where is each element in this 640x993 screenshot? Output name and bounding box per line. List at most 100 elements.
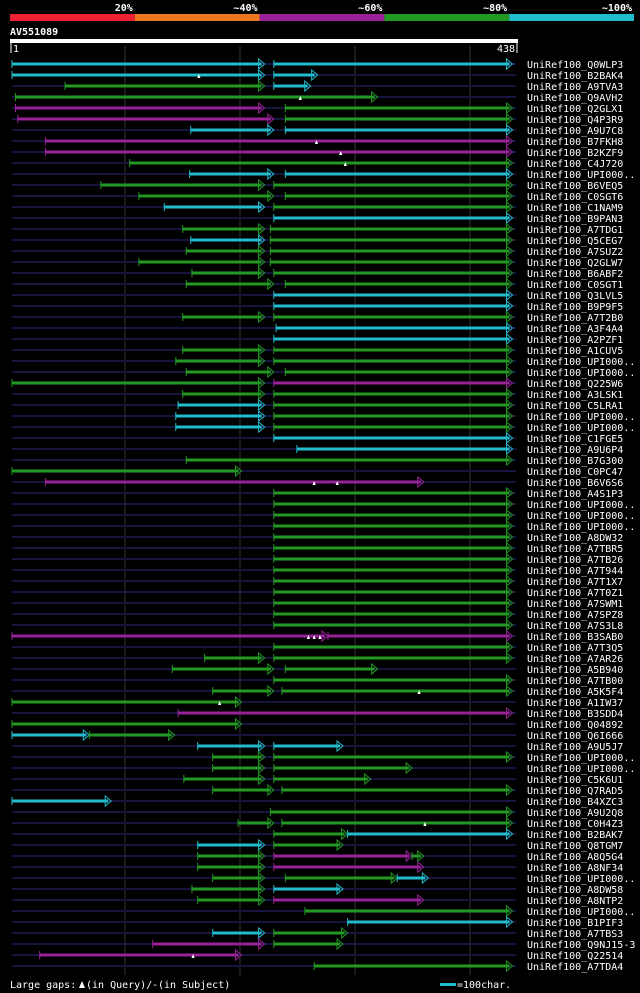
hit-label: UniRef100_B7G300: [527, 456, 623, 467]
hit-label: UniRef100_UPI000..: [527, 423, 635, 434]
hit-segment-arrow: [405, 761, 413, 775]
hit-segment-arrow: [506, 453, 514, 467]
hit-segment: [182, 348, 262, 352]
hit-segment-arrow: [506, 134, 514, 148]
hit-segment: [45, 139, 510, 143]
hit-label: UniRef100_C5K6U1: [527, 775, 623, 786]
hit-row: UniRef100_C0PC47: [11, 464, 623, 478]
hit-segment-arrow: [311, 68, 319, 82]
hit-segment: [397, 876, 426, 880]
hit-row: UniRef100_Q3LVL5: [12, 288, 623, 302]
hit-segment: [285, 194, 510, 198]
hit-row: UniRef100_UPI000..: [12, 761, 635, 775]
hit-segment-arrow: [506, 497, 514, 511]
hit-row: UniRef100_A1CUV5: [12, 343, 623, 357]
hit-label: UniRef100_A7T944: [527, 566, 623, 577]
hit-segment: [15, 95, 375, 99]
hit-segment: [281, 689, 510, 693]
hit-segment-arrow: [506, 827, 514, 841]
hit-label: UniRef100_UPI000..: [527, 764, 635, 775]
query-gap-marker: [423, 822, 427, 826]
legend-swatch: [10, 14, 135, 21]
hit-segment: [285, 282, 510, 286]
hit-segment-arrow: [506, 420, 514, 434]
hit-row: UniRef100_A7SUZ2: [12, 244, 623, 258]
hit-segment-arrow: [506, 706, 514, 720]
legend-label: 20%: [115, 3, 133, 14]
hit-segment: [273, 832, 345, 836]
hit-row: UniRef100_C0H4Z3: [12, 816, 623, 830]
hit-segment-arrow: [506, 541, 514, 555]
hit-segment: [273, 524, 510, 528]
hit-row: UniRef100_UPI000..: [12, 508, 635, 522]
hit-segment-arrow: [371, 90, 379, 104]
hit-segment-arrow: [506, 519, 514, 533]
query-gap-marker: [314, 140, 319, 144]
hit-segment-arrow: [506, 101, 514, 115]
hit-row: UniRef100_C5LRA1: [12, 398, 623, 412]
hit-segment: [273, 436, 510, 440]
legend-scale: 20% ~40% ~60% ~80% ~100%: [10, 3, 634, 21]
hit-label: UniRef100_Q2GLX1: [527, 104, 623, 115]
hit-segment: [314, 964, 510, 968]
hit-segment-arrow: [258, 68, 266, 82]
hit-segment: [175, 414, 262, 418]
hit-segment: [285, 106, 510, 110]
hit-label: UniRef100_A7TB26: [527, 555, 623, 566]
hit-segment: [164, 205, 262, 209]
hit-segment-arrow: [336, 937, 344, 951]
hit-segment-arrow: [506, 651, 514, 665]
hit-segment: [273, 271, 510, 275]
hit-label: UniRef100_B2BAK7: [527, 830, 623, 841]
hit-segment-arrow: [506, 123, 514, 137]
hit-row: UniRef100_Q4P3R9: [12, 112, 623, 126]
hit-row: UniRef100_A7T1X7: [12, 574, 623, 588]
hit-row: UniRef100_C1FGE5: [12, 431, 623, 445]
hit-segment-arrow: [258, 255, 266, 269]
hit-label: UniRef100_A9U2Q8: [527, 808, 623, 819]
hit-segment-arrow: [506, 607, 514, 621]
hit-label: UniRef100_A9U7C8: [527, 126, 623, 137]
hit-segment: [273, 766, 410, 770]
axis-start-label: 1: [13, 44, 19, 55]
hit-segment-arrow: [506, 618, 514, 632]
hit-segment-arrow: [304, 79, 312, 93]
query-gap-marker: [191, 954, 195, 958]
hit-label: UniRef100_A5K5F4: [527, 687, 623, 698]
hit-segment-arrow: [235, 464, 243, 478]
query-gap-icon: [79, 981, 85, 988]
hit-label: UniRef100_C1FGE5: [527, 434, 623, 445]
hit-label: UniRef100_B6VEQ5: [527, 181, 623, 192]
hit-segment-arrow: [336, 838, 344, 852]
hit-row: UniRef100_A8NTP2: [12, 893, 623, 907]
legend-swatch: [384, 14, 510, 21]
hit-segment-arrow: [321, 629, 329, 643]
query-gap-marker: [343, 162, 347, 166]
hit-segment: [175, 359, 262, 363]
hit-segment: [273, 73, 315, 77]
hit-segment-arrow: [267, 167, 275, 181]
hit-row: UniRef100_A9U7C8: [12, 123, 623, 137]
hit-segment-arrow: [258, 343, 266, 357]
hit-segment: [347, 920, 510, 924]
hit-row: UniRef100_B2KZF9: [12, 145, 623, 159]
hit-row: UniRef100_UPI000..: [12, 167, 635, 181]
hit-label: UniRef100_A7SUZ2: [527, 247, 623, 258]
hit-label: UniRef100_B1PIF3: [527, 918, 623, 929]
hit-segment: [190, 128, 271, 132]
hit-row: UniRef100_A9U2Q8: [12, 805, 623, 819]
hit-segment: [270, 227, 510, 231]
hit-segment-arrow: [506, 596, 514, 610]
hit-segment-arrow: [82, 728, 91, 742]
hit-segment-arrow: [506, 409, 514, 423]
hit-segment-arrow: [258, 354, 266, 368]
hit-label: UniRef100_C4J720: [527, 159, 623, 170]
hit-segment: [12, 634, 326, 638]
hit-segment: [273, 381, 510, 385]
hit-segment-arrow: [506, 915, 514, 929]
hit-segment-arrow: [506, 222, 514, 236]
hit-segment: [191, 271, 262, 275]
hit-row: UniRef100_A8DW32: [12, 530, 623, 544]
hit-segment: [273, 315, 510, 319]
hit-segment: [212, 766, 262, 770]
